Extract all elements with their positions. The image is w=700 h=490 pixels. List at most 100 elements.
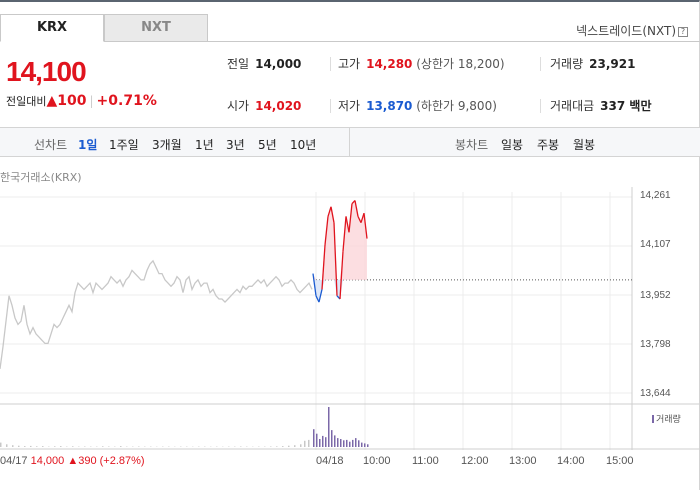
volume-bar <box>300 444 302 447</box>
volume-bar <box>282 446 284 447</box>
nxt-link-label[interactable]: 넥스트레이드(NXT) <box>576 24 676 38</box>
volume-bar <box>308 439 310 447</box>
x-tick-label: 15:00 <box>606 455 634 467</box>
divider <box>349 128 350 156</box>
stat-volume: 거래량 23,921 <box>550 55 635 72</box>
volume-bar <box>270 446 272 447</box>
stat-open: 시가 14,020 <box>227 97 301 114</box>
volume-bar <box>84 446 86 447</box>
volume-bars <box>0 407 369 447</box>
volume-legend-swatch <box>652 415 654 423</box>
up-arrow-icon: ▲ <box>46 93 58 109</box>
prev-day-rate: (+2.87%) <box>99 455 145 467</box>
today-line-segment <box>339 251 344 300</box>
volume-bar <box>367 444 369 447</box>
volume-bar <box>36 446 38 447</box>
tab-divider <box>208 41 700 42</box>
today-line-segment <box>333 222 338 296</box>
volume-bar <box>304 440 306 447</box>
divider <box>330 99 331 113</box>
volume-bar <box>313 429 315 447</box>
y-tick-label: 13,952 <box>640 290 671 301</box>
today-line-segment <box>318 289 323 303</box>
period-daily-candle[interactable]: 일봉 <box>501 138 524 152</box>
period-10y[interactable]: 10년 <box>290 138 317 152</box>
volume-bar <box>108 446 110 447</box>
upper-limit: (상한가 18,200) <box>416 57 505 71</box>
tab-nxt[interactable]: NXT <box>104 14 208 42</box>
lower-limit: (하한가 9,800) <box>416 99 497 113</box>
period-1y[interactable]: 1년 <box>195 138 214 152</box>
change-label: 전일대비 <box>6 95 47 108</box>
divider <box>540 99 541 113</box>
volume-bar <box>0 442 2 447</box>
volume-bar <box>120 446 122 447</box>
period-3m[interactable]: 3개월 <box>152 138 182 152</box>
chart-grid <box>0 187 700 450</box>
volume-bar <box>346 439 348 447</box>
volume-bar <box>138 446 140 447</box>
volume-bar <box>319 439 321 447</box>
price-chart[interactable] <box>0 160 700 460</box>
volume-bar <box>54 446 56 447</box>
volume-bar <box>349 441 351 447</box>
period-3y[interactable]: 3년 <box>226 138 245 152</box>
today-line-segment <box>312 273 317 296</box>
volume-bar <box>328 407 330 447</box>
today-line-segment <box>321 244 326 290</box>
y-tick-label: 14,107 <box>640 239 671 250</box>
stat-low: 저가 13,870 (하한가 9,800) <box>338 97 497 114</box>
stat-value: 23,921 <box>589 57 636 71</box>
stat-label: 시가 <box>227 99 250 113</box>
stat-value: 14,020 <box>255 99 302 113</box>
divider: | <box>89 94 94 108</box>
period-1d[interactable]: 1일 <box>78 138 98 152</box>
nxt-link[interactable]: 넥스트레이드(NXT)? <box>576 22 688 39</box>
help-icon[interactable]: ? <box>678 27 688 37</box>
stat-value: 14,000 <box>255 57 302 71</box>
today-line-segment <box>324 216 329 246</box>
period-monthly-candle[interactable]: 월봉 <box>573 138 596 152</box>
volume-bar <box>322 435 324 447</box>
x-tick-label: 11:00 <box>412 455 439 467</box>
x-tick-label: 12:00 <box>461 455 489 467</box>
volume-bar <box>30 445 32 447</box>
exchange-label: 한국거래소(KRX) <box>0 171 82 184</box>
x-tick-label: 04/18 <box>316 455 344 467</box>
y-tick-label: 14,261 <box>640 190 671 201</box>
prev-day-series-line <box>0 259 313 369</box>
today-line-segment <box>357 216 362 223</box>
period-weekly-candle[interactable]: 주봉 <box>537 138 560 152</box>
volume-bar <box>334 435 336 447</box>
today-line <box>312 200 368 303</box>
line-chart-label: 선차트 <box>34 138 68 152</box>
volume-bar <box>294 445 296 447</box>
change-value: 100 <box>57 93 87 109</box>
volume-bar <box>358 440 360 447</box>
stat-value: 14,280 <box>366 57 413 71</box>
x-tick-label: 13:00 <box>509 455 537 467</box>
period-1w[interactable]: 1주일 <box>109 138 139 152</box>
volume-bar <box>60 446 62 447</box>
prev-day-line <box>0 259 313 369</box>
volume-legend: 거래량 <box>652 412 681 425</box>
stat-value: 13,870 <box>366 99 413 113</box>
period-5y[interactable]: 5년 <box>258 138 277 152</box>
volume-bar <box>102 446 104 447</box>
y-tick-label: 13,644 <box>640 388 671 399</box>
tab-krx[interactable]: KRX <box>0 14 104 42</box>
volume-bar <box>276 446 278 447</box>
stat-label: 저가 <box>338 99 361 113</box>
today-line-segment <box>342 216 347 252</box>
stat-label: 고가 <box>338 57 361 71</box>
period-bar: 선차트 1일 1주일 3개월 1년 3년 5년 10년 봉차트 일봉 주봉 월봉 <box>0 127 700 157</box>
prev-day-close: 14,000 <box>30 455 65 467</box>
volume-bar <box>361 442 363 447</box>
x-tick-label: 14:00 <box>557 455 585 467</box>
today-line-segment <box>315 295 320 303</box>
prev-day-info: 04/17 14,000 ▲390 (+2.87%) <box>0 455 145 467</box>
stat-label: 전일 <box>227 57 250 71</box>
change-rate: +0.71% <box>96 93 157 109</box>
stat-label: 거래량 <box>550 57 584 71</box>
volume-bar <box>337 438 339 447</box>
